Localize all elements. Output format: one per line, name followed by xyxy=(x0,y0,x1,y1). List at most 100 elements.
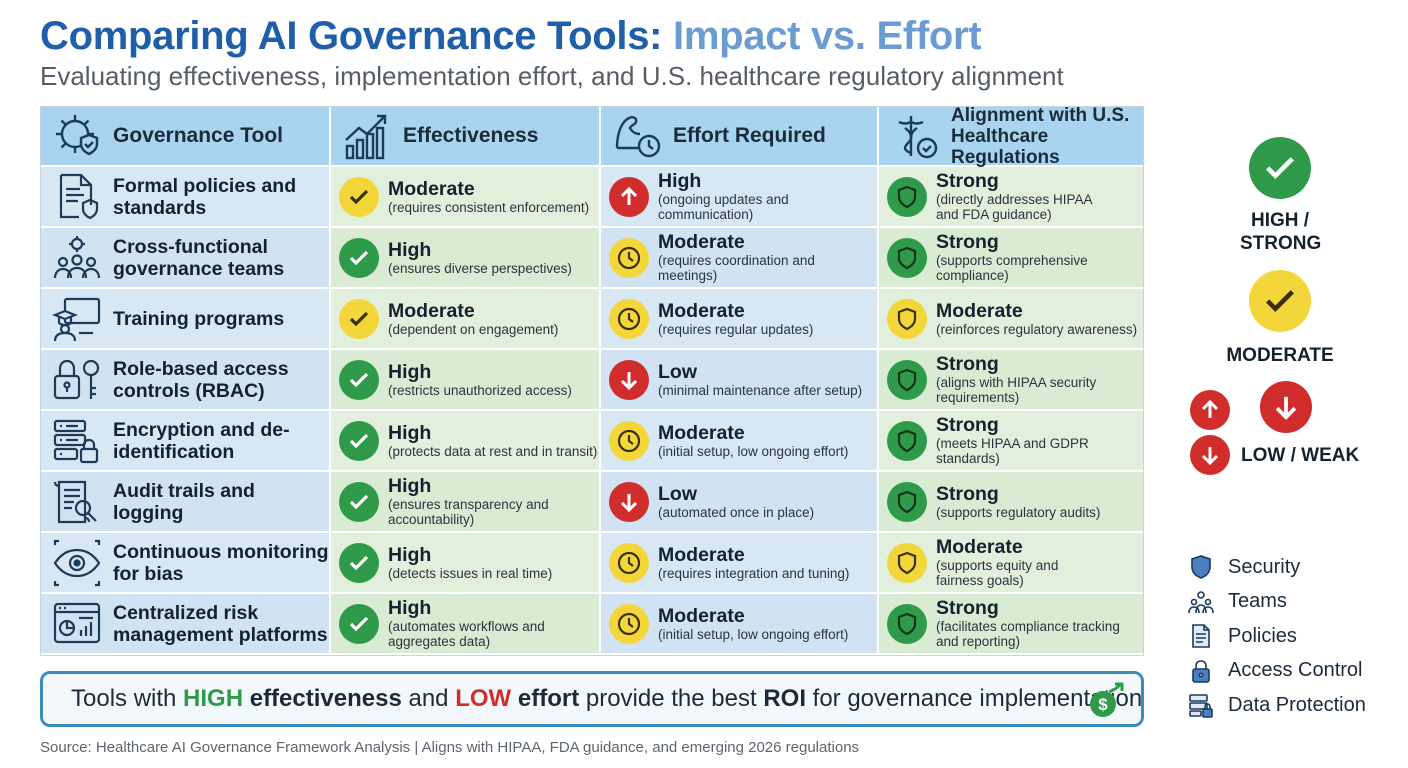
tool-name: Formal policies and standards xyxy=(113,174,297,219)
caduceus-check-icon xyxy=(898,116,938,159)
effectiveness-cell: High (ensures diverse perspectives) xyxy=(331,228,601,289)
legend-label: Teams xyxy=(1228,590,1287,613)
page-title: Comparing AI Governance Tools: Impact vs… xyxy=(40,14,982,59)
banner-high: HIGH xyxy=(183,685,244,712)
shield-strong-icon xyxy=(887,481,927,522)
table-header-row: Governance Tool Effectiveness xyxy=(41,105,1143,168)
header-label: Governance Tool xyxy=(113,124,283,147)
header-effort: Effort Required xyxy=(601,107,879,167)
shield-strong-icon xyxy=(887,359,927,400)
table-row: Centralized risk management platforms Hi… xyxy=(41,594,1143,655)
effectiveness-level: Moderate xyxy=(388,177,475,200)
alignment-note: (supports regulatory audits) xyxy=(936,504,1101,520)
key-moderate: MODERATE xyxy=(1220,270,1340,367)
effectiveness-cell: High (detects issues in real time) xyxy=(331,533,601,594)
effort-level: Low xyxy=(658,360,697,383)
padlock-icon xyxy=(1192,659,1210,683)
effort-note: (minimal maintenance after setup) xyxy=(658,382,863,398)
svg-text:$: $ xyxy=(1098,695,1108,714)
effort-level: High xyxy=(658,170,702,192)
banner-text: provide the best xyxy=(585,685,757,712)
tool-cell: Formal policies and standards xyxy=(41,167,331,228)
tool-name: Encryption and de-identification xyxy=(113,418,290,463)
effectiveness-note: (automates workflows and aggregates data… xyxy=(388,619,545,649)
arrow-down-icon xyxy=(1190,435,1230,475)
tool-name: Centralized risk management platforms xyxy=(113,601,328,646)
effort-note: (requires integration and tuning) xyxy=(658,565,850,581)
dashboard-chart-icon xyxy=(53,602,101,643)
alignment-cell: Moderate (reinforces regulatory awareness… xyxy=(879,289,1143,350)
audit-scroll-magnifier-icon xyxy=(53,480,97,523)
alignment-level: Moderate xyxy=(936,536,1023,558)
muscle-clock-icon xyxy=(615,116,661,158)
alignment-note: (reinforces regulatory awareness) xyxy=(936,321,1138,337)
effort-level: Moderate xyxy=(658,421,745,444)
high-check-icon xyxy=(339,359,379,400)
arrow-down-icon xyxy=(609,481,649,522)
alignment-cell: Moderate (supports equity and fairness go… xyxy=(879,533,1143,594)
banner-roi: ROI xyxy=(763,685,806,712)
shield-moderate-icon xyxy=(887,298,927,339)
effectiveness-note: (requires consistent enforcement) xyxy=(388,199,590,215)
header-label: Effectiveness xyxy=(403,124,539,147)
clock-icon xyxy=(609,603,649,644)
shield-strong-icon xyxy=(887,237,927,278)
table-row: Training programs Moderate (dependent on … xyxy=(41,289,1143,350)
high-check-icon xyxy=(339,603,379,644)
arrow-down-icon xyxy=(1260,381,1312,433)
alignment-cell: Strong (supports regulatory audits) xyxy=(879,472,1143,533)
effort-note: (ongoing updates and communication) xyxy=(658,192,789,222)
shield-moderate-icon xyxy=(887,542,927,583)
effort-level: Moderate xyxy=(658,543,745,566)
effort-note: (initial setup, low ongoing effort) xyxy=(658,443,849,459)
effectiveness-level: High xyxy=(388,360,432,383)
legend-item-data-protection: Data Protection xyxy=(1188,688,1366,723)
moderate-check-icon xyxy=(1249,270,1311,332)
alignment-level: Strong xyxy=(936,414,999,436)
effectiveness-note: (detects issues in real time) xyxy=(388,565,553,581)
effort-cell: High (ongoing updates and communication) xyxy=(601,167,879,228)
banner-low: LOW xyxy=(455,685,512,712)
teams-icon xyxy=(1188,590,1214,613)
moderate-check-icon xyxy=(339,176,379,217)
effort-cell: Moderate (initial setup, low ongoing effo… xyxy=(601,594,879,655)
effectiveness-cell: Moderate (requires consistent enforcement… xyxy=(331,167,601,228)
effort-cell: Moderate (initial setup, low ongoing effo… xyxy=(601,411,879,472)
header-effectiveness: Effectiveness xyxy=(331,107,601,167)
table-row: Formal policies and standards Moderate (r… xyxy=(41,167,1143,228)
shield-icon xyxy=(1191,555,1211,580)
effectiveness-level: High xyxy=(388,238,432,261)
legend-item-security: Security xyxy=(1188,550,1366,585)
effectiveness-level: High xyxy=(388,543,432,566)
high-check-icon xyxy=(1249,137,1311,199)
tool-cell: Encryption and de-identification xyxy=(41,411,331,472)
effectiveness-level: High xyxy=(388,421,432,444)
effort-level: Low xyxy=(658,482,697,505)
alignment-note: (supports equity and fairness goals) xyxy=(936,558,1059,588)
alignment-cell: Strong (aligns with HIPAA security requir… xyxy=(879,350,1143,411)
effectiveness-cell: High (ensures transparency and accountabi… xyxy=(331,472,601,533)
shield-strong-icon xyxy=(887,420,927,461)
effectiveness-level: High xyxy=(388,597,432,619)
effectiveness-note: (protects data at rest and in transit) xyxy=(388,443,598,459)
effectiveness-note: (ensures transparency and accountability… xyxy=(388,497,549,527)
effectiveness-cell: High (restricts unauthorized access) xyxy=(331,350,601,411)
effort-note: (requires coordination and meetings) xyxy=(658,253,815,283)
legend-item-policies: Policies xyxy=(1188,619,1366,654)
tool-cell: Continuous monitoring for bias xyxy=(41,533,331,594)
policy-document-icon xyxy=(1192,624,1210,649)
alignment-cell: Strong (facilitates compliance tracking a… xyxy=(879,594,1143,655)
high-check-icon xyxy=(339,237,379,278)
source-note: Source: Healthcare AI Governance Framewo… xyxy=(40,739,860,756)
key-label: HIGH / STRONG xyxy=(1240,210,1322,254)
tool-cell: Role-based access controls (RBAC) xyxy=(41,350,331,411)
roi-banner: Tools with HIGH effectiveness and LOW ef… xyxy=(40,671,1144,727)
high-check-icon xyxy=(339,542,379,583)
legend-item-access-control: Access Control xyxy=(1188,654,1366,689)
effectiveness-cell: High (automates workflows and aggregates … xyxy=(331,594,601,655)
effectiveness-level: High xyxy=(388,475,432,497)
banner-text: and xyxy=(408,685,449,712)
clock-icon xyxy=(609,237,649,278)
effort-level: Moderate xyxy=(658,604,745,627)
alignment-note: (facilitates compliance tracking and rep… xyxy=(936,619,1120,649)
